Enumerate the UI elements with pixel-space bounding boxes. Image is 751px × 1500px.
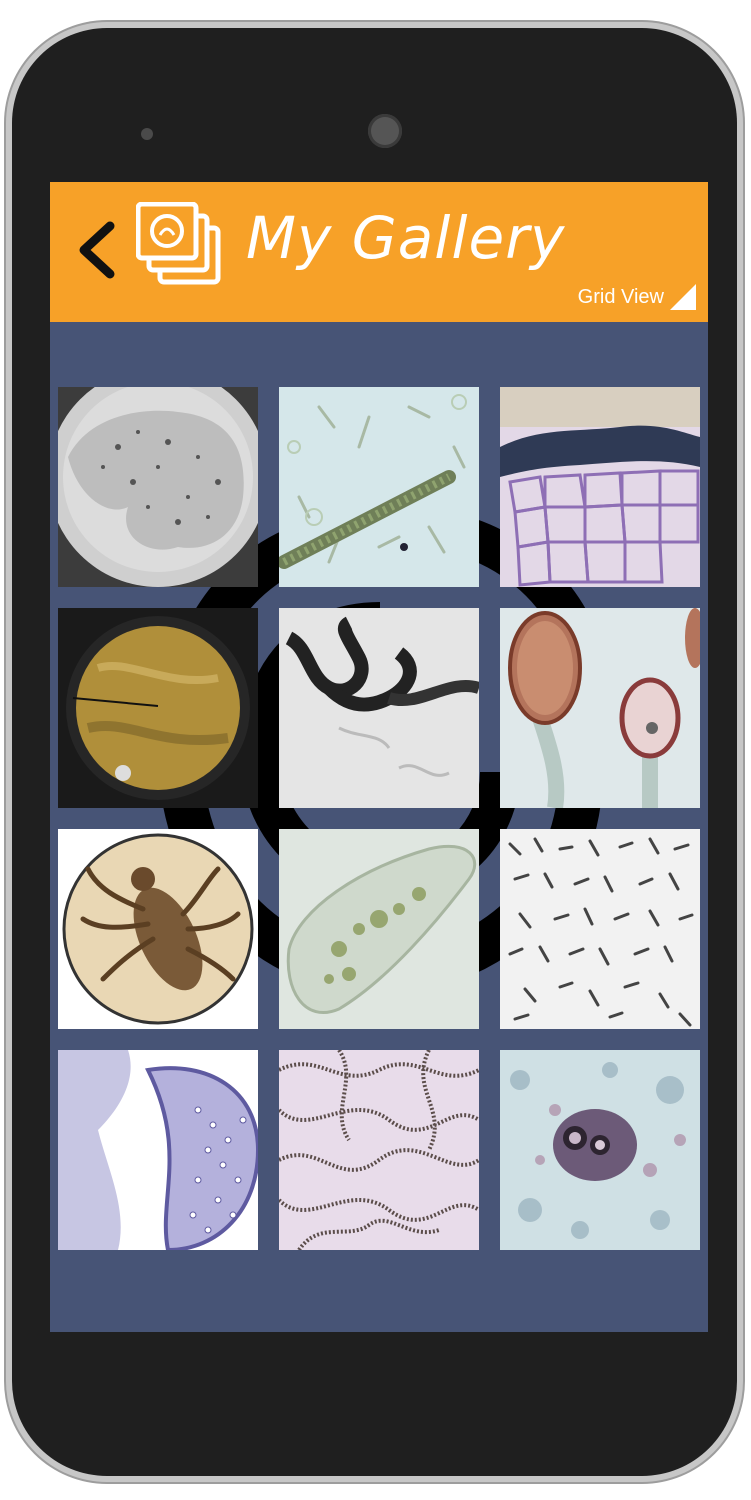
gallery-thumbnail[interactable] [500,829,700,1029]
thumbnail-image [279,608,479,808]
gallery-thumbnail[interactable] [58,829,258,1029]
thumbnail-image [279,1050,479,1250]
thumbnail-image [279,829,479,1029]
front-camera [368,114,402,148]
thumbnail-image [279,387,479,587]
app-bar: My Gallery Grid View [50,182,708,322]
gallery-thumbnail[interactable] [279,608,479,808]
view-mode-toggle[interactable]: Grid View [578,282,696,312]
page-title: My Gallery [246,204,566,272]
gallery-thumbnail[interactable] [58,1050,258,1250]
thumbnail-image [58,608,258,808]
gallery-thumbnail[interactable] [58,608,258,808]
volume-button [6,308,14,540]
chevron-left-icon[interactable] [72,220,120,280]
thumbnail-image [58,829,258,1029]
gallery-thumbnail[interactable] [58,387,258,587]
corner-triangle-icon [670,284,696,310]
thumbnail-image [58,387,258,587]
thumbnail-image [500,1050,700,1250]
gallery-thumbnail[interactable] [279,1050,479,1250]
thumbnail-image [500,829,700,1029]
gallery-photos-icon [136,202,221,285]
app-screen: My Gallery Grid View [50,182,708,1332]
thumbnail-image [500,387,700,587]
gallery-thumbnail[interactable] [500,387,700,587]
thumbnail-image [500,608,700,808]
gallery-thumbnail[interactable] [500,1050,700,1250]
gallery-thumbnail[interactable] [500,608,700,808]
view-mode-label: Grid View [577,285,664,308]
gallery-grid [58,387,700,1250]
gallery-thumbnail[interactable] [279,829,479,1029]
power-button [737,214,745,316]
thumbnail-image [58,1050,258,1250]
gallery-thumbnail[interactable] [279,387,479,587]
sensor-dot [141,128,153,140]
